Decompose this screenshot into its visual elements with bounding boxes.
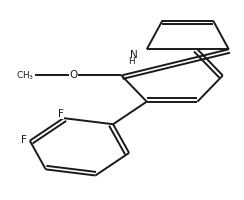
Text: CH$_3$: CH$_3$: [16, 69, 34, 82]
Text: F: F: [21, 135, 27, 145]
Text: N: N: [130, 50, 138, 60]
Text: F: F: [58, 109, 64, 119]
Text: H: H: [128, 57, 134, 66]
Text: O: O: [69, 70, 77, 80]
